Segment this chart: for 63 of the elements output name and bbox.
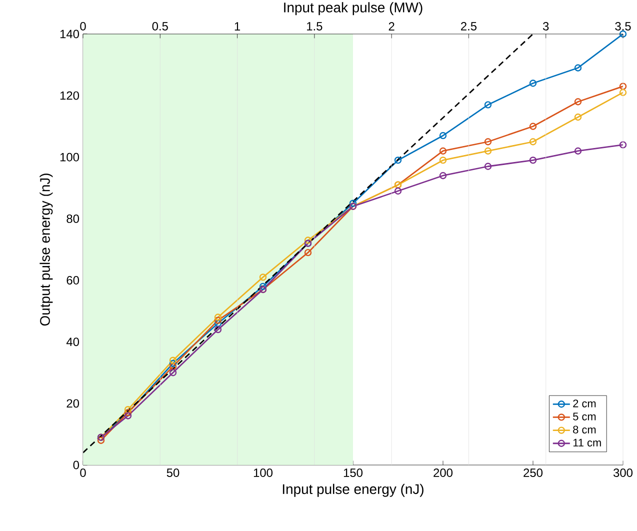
point [394,156,402,164]
x-axis-title: Input pulse energy (nJ) [282,484,424,497]
point [214,316,222,324]
legend-label: 11 cm [573,438,601,446]
point [439,132,447,140]
legend-label: 2 cm [573,400,596,408]
point [214,320,222,327]
point [304,248,312,256]
x-tick-label: 0 [80,468,86,477]
x-tick-label: 200 [434,468,453,477]
y-axis-title: Output pulse energy (nJ) [40,174,53,326]
point [574,64,582,72]
point [124,412,132,420]
y-tick-label: 0 [73,460,80,470]
x-tick-label: 150 [344,468,363,477]
point [169,360,177,367]
point [484,101,492,108]
point [484,138,492,146]
x2-tick-label: 3.5 [615,22,631,30]
x-tick-label: 100 [254,468,273,477]
point [169,356,177,364]
x-tick-label: 300 [613,468,633,477]
point [169,362,177,370]
y-tick-label: 80 [66,214,80,223]
point [214,314,222,321]
y-tick-label: 40 [66,338,80,346]
point [484,147,492,155]
legend-label: 8 cm [573,426,596,434]
point [394,187,402,195]
point [574,114,582,121]
point [439,172,447,180]
point [214,326,222,334]
point [529,122,537,130]
x2-tick-label: 0.5 [152,22,168,30]
x2-tick-label: 2.5 [461,22,477,30]
point [529,138,537,146]
x-tick-label: 250 [524,468,543,477]
point [574,98,582,106]
point [259,274,267,281]
x2-tick-label: 0 [80,22,86,30]
point [259,282,267,290]
x2-tick-label: 2 [388,22,394,30]
point [169,369,177,376]
point [304,236,312,244]
point [124,406,132,414]
point [529,156,537,164]
y-tick-label: 60 [66,276,80,285]
x2-tick-label: 1 [234,22,240,30]
y-tick-label: 140 [60,30,80,38]
x2-axis-title: Input peak pulse (MW) [284,2,422,16]
legend-label: 5 cm [573,412,596,420]
point [439,147,447,155]
x-tick-label: 50 [166,468,180,477]
point [439,156,447,164]
point [574,147,582,155]
point [484,162,492,170]
point [349,200,357,207]
x2-tick-label: 1.5 [307,22,322,30]
y-tick-label: 20 [66,399,80,408]
y-tick-label: 120 [60,91,80,100]
y-tick-label: 100 [60,152,80,162]
point [529,80,537,87]
x2-tick-label: 3 [542,22,549,30]
